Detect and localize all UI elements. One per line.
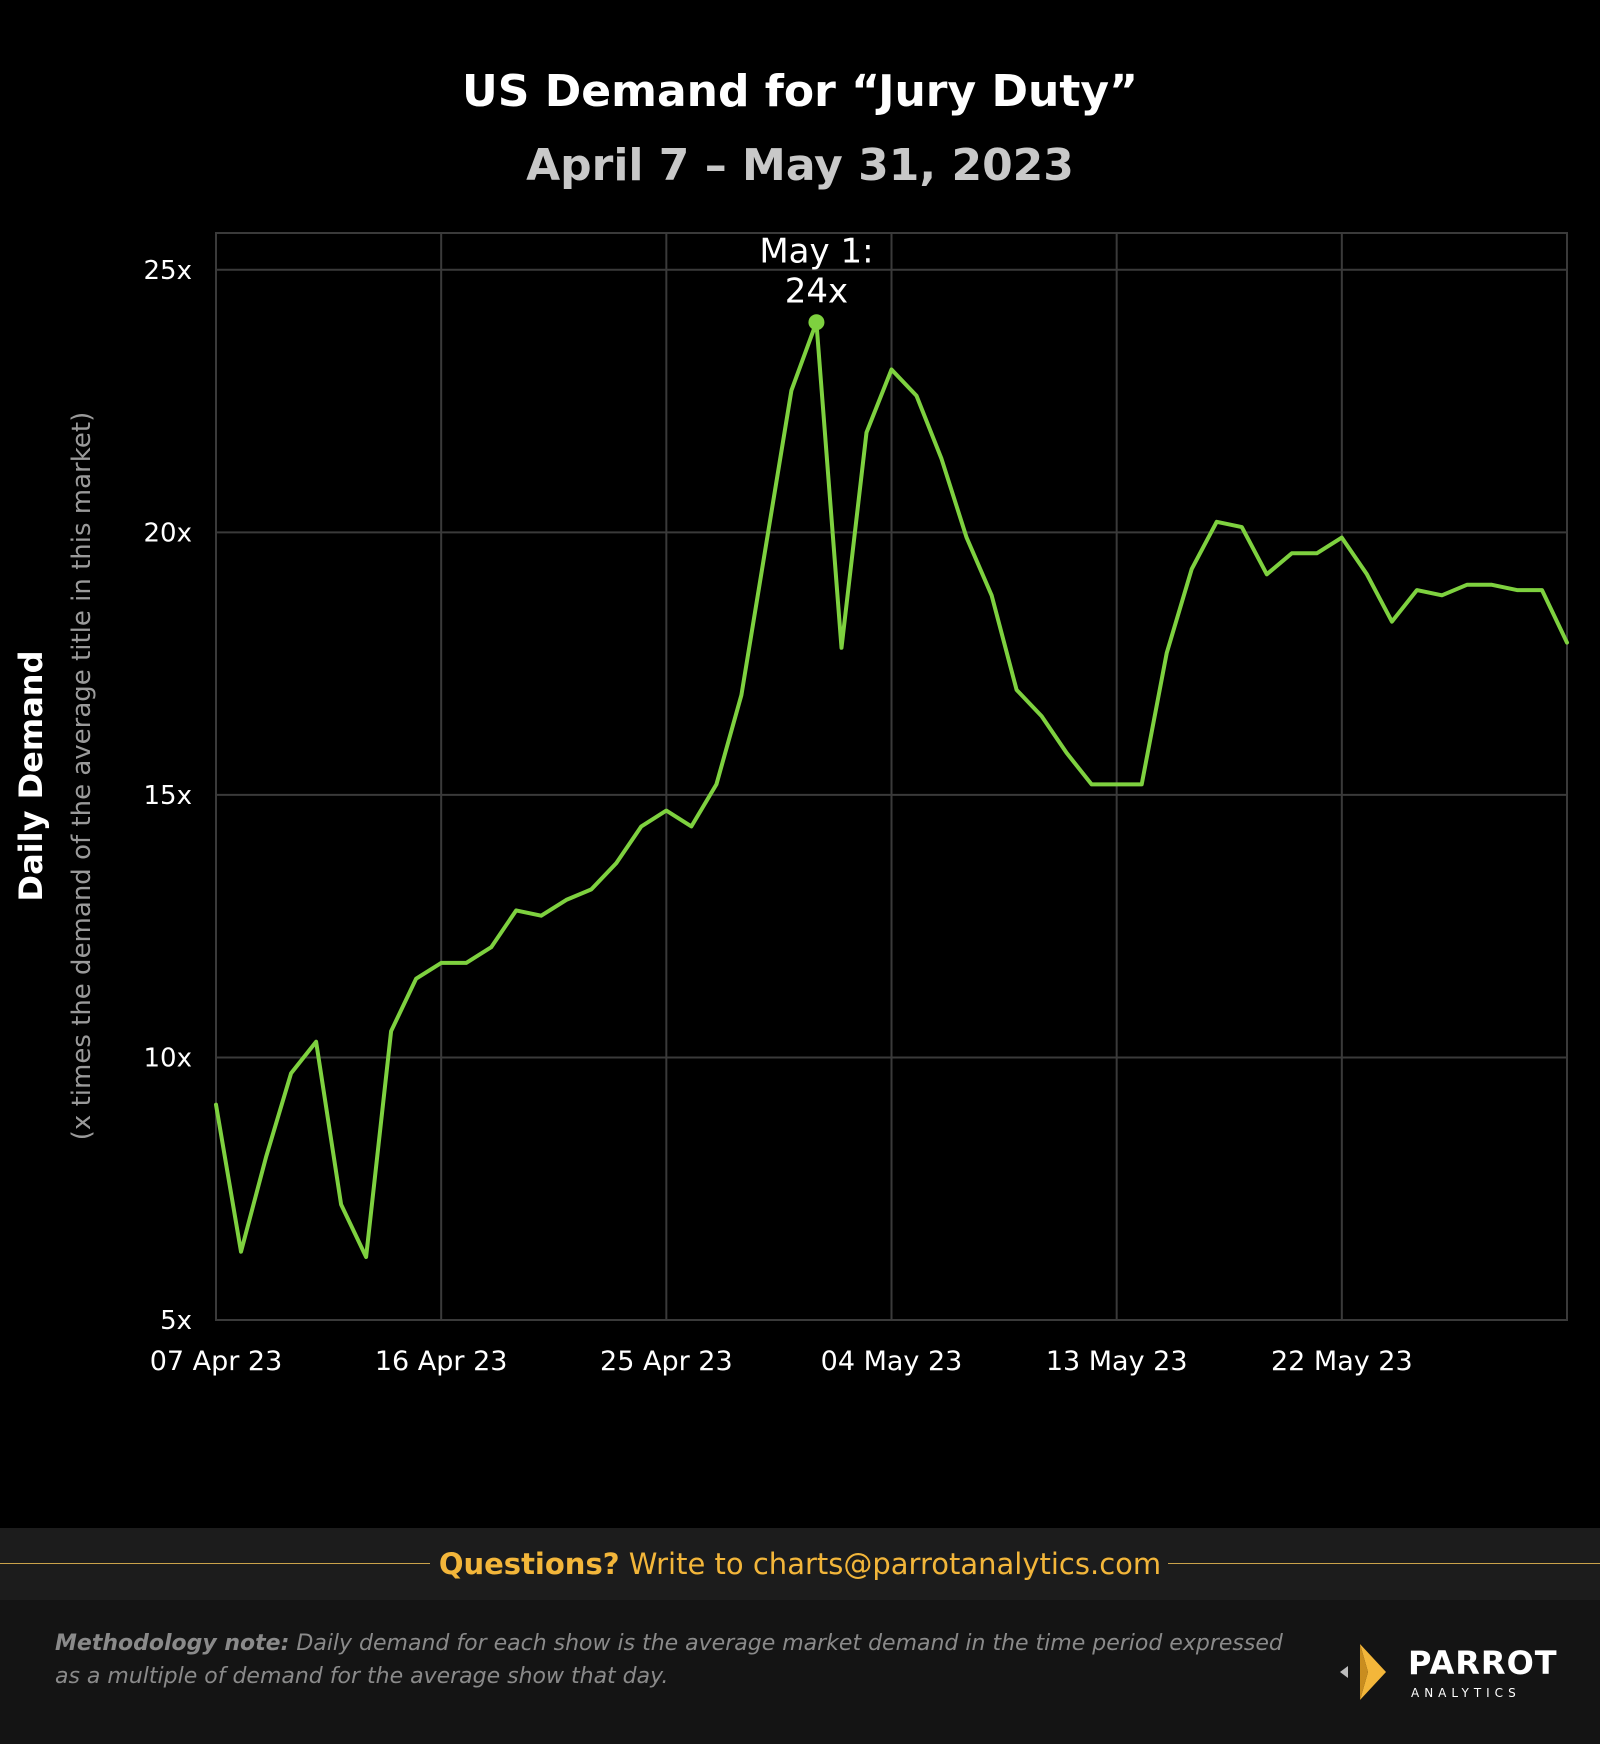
methodology-label: Methodology note:	[55, 1631, 290, 1656]
x-tick-label: 25 Apr 23	[600, 1346, 733, 1377]
y-tick-label: 20x	[144, 518, 192, 548]
methodology-note: Methodology note: Daily demand for each …	[55, 1627, 1305, 1693]
y-tick-label: 15x	[144, 781, 192, 811]
contact-divider-left	[0, 1563, 430, 1564]
y-tick-label: 10x	[144, 1043, 192, 1073]
chart-subtitle: April 7 – May 31, 2023	[526, 140, 1074, 191]
y-axis-subtitle: (x times the demand of the average title…	[67, 412, 97, 1140]
parrot-logo: PARROT ANALYTICS	[1338, 1638, 1557, 1708]
x-tick-label: 22 May 23	[1271, 1346, 1413, 1377]
x-tick-label: 16 Apr 23	[375, 1346, 508, 1377]
contact-question: Questions?	[438, 1547, 620, 1581]
contact-bar: Questions? Write to charts@parrotanalyti…	[0, 1528, 1600, 1600]
x-tick-label: 07 Apr 23	[150, 1346, 283, 1377]
x-tick-label: 13 May 23	[1046, 1346, 1188, 1377]
contact-email-text: Write to charts@parrotanalytics.com	[628, 1547, 1162, 1581]
contact-text: Questions? Write to charts@parrotanalyti…	[0, 1528, 1600, 1600]
methodology-text: Daily demand for each show is the averag…	[55, 1631, 1283, 1689]
logo-wordmark: PARROT	[1408, 1644, 1558, 1682]
parrot-logo-icon	[1340, 1644, 1386, 1700]
logo-subtitle: ANALYTICS	[1411, 1686, 1521, 1700]
line-chart: 5x 10x 15x 20x 25x 07 Apr 23 16 Apr 23 25 Apr 2…	[12, 231, 1569, 1377]
y-tick-label: 5x	[160, 1306, 192, 1336]
y-tick-label: 25x	[144, 256, 192, 286]
y-axis-title: Daily Demand	[12, 651, 50, 902]
peak-annotation-line2: 24x	[785, 271, 848, 311]
footer: Methodology note: Daily demand for each …	[0, 1600, 1600, 1744]
peak-marker	[808, 314, 825, 331]
chart-title: US Demand for “Jury Duty”	[462, 66, 1138, 117]
x-tick-label: 04 May 23	[821, 1346, 963, 1377]
peak-annotation-line1: May 1:	[759, 231, 873, 271]
demand-series-line	[214, 320, 1569, 1259]
contact-divider-right	[1168, 1563, 1600, 1564]
